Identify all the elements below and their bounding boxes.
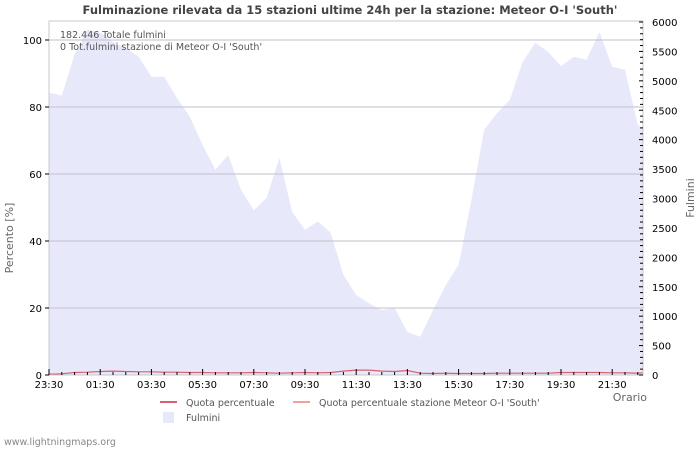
svg-text:07:30: 07:30 [239,380,268,391]
station-total-text: 0 Tot.fulmini stazione di Meteor O-I 'So… [60,42,262,53]
total-lightning-text: 182.446 Totale fulmini [60,30,166,41]
fulmini-area [49,29,643,375]
svg-text:0: 0 [36,371,42,382]
legend-item-fulmini[interactable]: Fulmini [163,412,220,424]
svg-text:40: 40 [29,237,42,248]
right-axis-title: Fulmini [684,178,697,218]
legend-item-quota-station[interactable]: Quota percentuale stazione Meteor O-I 'S… [293,398,540,409]
x-axis: 23:30 01:30 03:30 05:30 07:30 09:30 11:30 13:30… [35,369,639,391]
svg-text:05:30: 05:30 [188,380,217,391]
svg-text:2500: 2500 [652,224,677,235]
svg-text:01:30: 01:30 [86,380,115,391]
svg-text:1500: 1500 [652,283,677,294]
left-axis-title: Percento [%] [3,203,16,274]
quota-percentuale-line [48,369,644,375]
svg-text:5000: 5000 [652,77,677,88]
svg-text:60: 60 [29,170,42,181]
svg-text:80: 80 [29,103,42,114]
svg-text:6000: 6000 [652,18,677,29]
svg-text:5500: 5500 [652,47,677,58]
svg-text:4500: 4500 [652,106,677,117]
right-axis: 0 500 1000 1500 2000 2500 3000 3500 4000 4500 5000… [639,18,677,382]
svg-text:1000: 1000 [652,312,677,323]
legend-area-icon [163,412,174,423]
legend: Quota percentuale Quota percentuale staz… [160,398,540,424]
footer-link[interactable]: www.lightningmaps.org [4,437,116,448]
svg-text:09:30: 09:30 [291,380,320,391]
svg-text:0: 0 [652,371,658,382]
svg-text:500: 500 [652,342,671,353]
left-axis: 0 20 40 60 80 100 [23,36,49,382]
legend-label: Quota percentuale [186,398,275,409]
svg-text:17:30: 17:30 [495,380,524,391]
horizontal-grid [49,39,643,309]
x-axis-title: Orario [613,391,648,404]
svg-text:13:30: 13:30 [393,380,422,391]
svg-text:2000: 2000 [652,253,677,264]
legend-item-quota[interactable]: Quota percentuale [160,398,275,409]
svg-text:3500: 3500 [652,165,677,176]
svg-text:03:30: 03:30 [137,380,166,391]
legend-label: Quota percentuale stazione Meteor O-I 'S… [319,398,540,409]
svg-text:11:30: 11:30 [342,380,371,391]
svg-text:100: 100 [23,36,42,47]
svg-text:23:30: 23:30 [35,380,64,391]
svg-text:20: 20 [29,304,42,315]
chart-title: Fulminazione rilevata da 15 stazioni ult… [82,3,618,17]
legend-label: Fulmini [186,413,220,424]
svg-text:19:30: 19:30 [547,380,576,391]
svg-text:21:30: 21:30 [598,380,627,391]
svg-text:4000: 4000 [652,136,677,147]
svg-text:3000: 3000 [652,195,677,206]
svg-text:15:30: 15:30 [444,380,473,391]
